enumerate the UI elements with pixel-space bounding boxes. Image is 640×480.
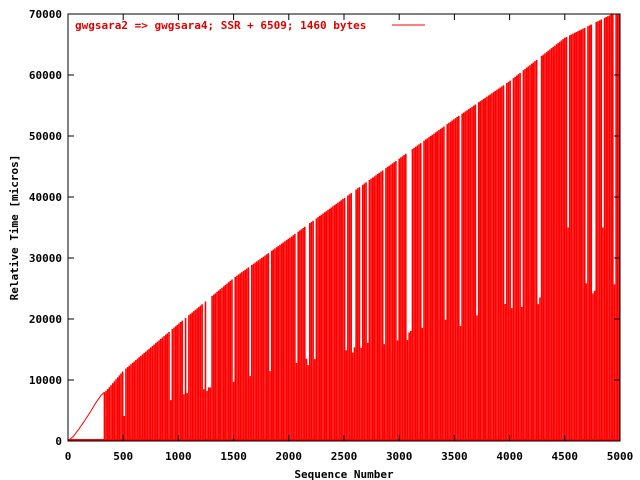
- x-tick-label: 2500: [331, 450, 358, 463]
- y-tick-label: 70000: [29, 8, 62, 21]
- x-tick-label: 500: [113, 450, 133, 463]
- x-tick-label: 3000: [386, 450, 413, 463]
- x-tick-label: 5000: [607, 450, 634, 463]
- impulse-series: [67, 14, 621, 442]
- x-tick-label: 4500: [552, 450, 579, 463]
- series-ramp-line: [67, 391, 105, 442]
- y-axis: 0 10000 20000 30000 40000 50000 60000 70000: [29, 8, 620, 448]
- y-tick-label: 50000: [29, 130, 62, 143]
- y-tick-label: 10000: [29, 374, 62, 387]
- y-tick-label: 0: [55, 435, 62, 448]
- legend-label: gwgsara2 => gwgsara4; SSR + 6509; 1460 b…: [75, 19, 366, 32]
- y-tick-label: 60000: [29, 69, 62, 82]
- x-tick-label: 0: [65, 450, 72, 463]
- x-axis-label: Sequence Number: [294, 468, 394, 480]
- x-tick-label: 1000: [165, 450, 192, 463]
- y-tick-label: 40000: [29, 191, 62, 204]
- y-axis-label: Relative Time [micros]: [8, 155, 21, 301]
- y-tick-label: 30000: [29, 252, 62, 265]
- x-tick-label: 1500: [220, 450, 247, 463]
- y-tick-label: 20000: [29, 313, 62, 326]
- x-tick-label: 3500: [441, 450, 468, 463]
- x-tick-label: 2000: [276, 450, 303, 463]
- x-tick-label: 4000: [496, 450, 523, 463]
- x-axis: 0 500 1000 1500 2000 2500 3000 3500 4000 4500 5000: [65, 14, 634, 463]
